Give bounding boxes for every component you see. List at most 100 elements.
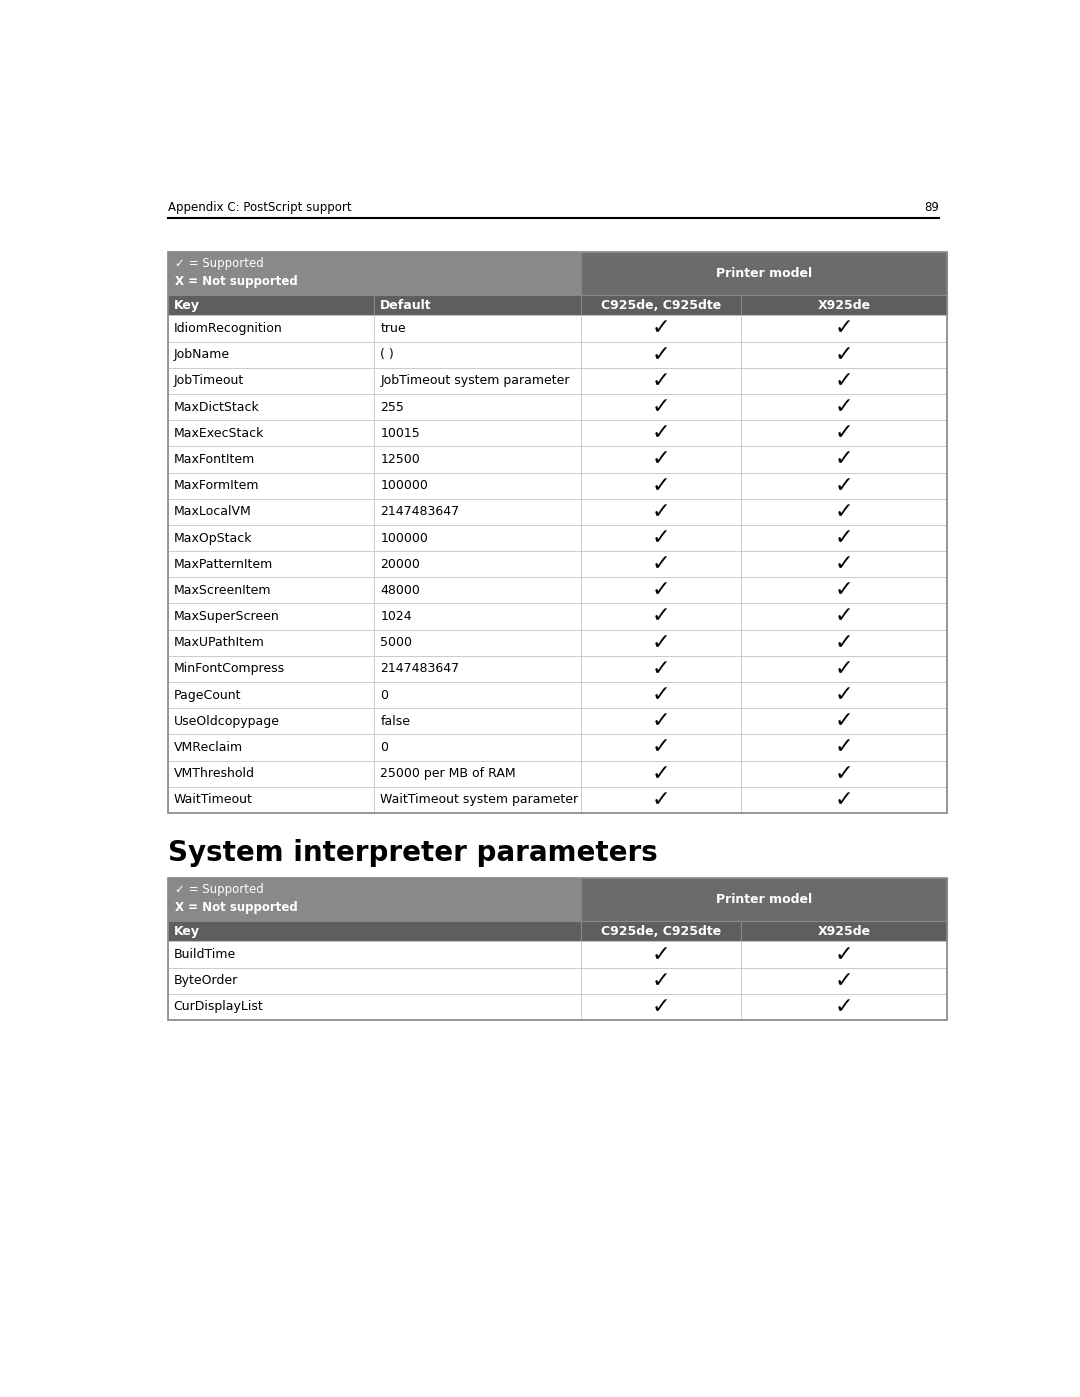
- Text: ✓: ✓: [835, 580, 853, 601]
- Text: PageCount: PageCount: [174, 689, 241, 701]
- Bar: [374, 525, 581, 550]
- Bar: [167, 879, 947, 1020]
- Bar: [167, 420, 374, 447]
- Bar: [741, 993, 947, 1020]
- Text: ✓: ✓: [651, 502, 670, 522]
- Bar: [374, 472, 581, 499]
- Bar: [374, 735, 581, 760]
- Text: ✓: ✓: [651, 372, 670, 391]
- Bar: [741, 472, 947, 499]
- Text: ✓: ✓: [651, 319, 670, 338]
- Text: Appendix C: PostScript support: Appendix C: PostScript support: [167, 201, 351, 214]
- Bar: [374, 655, 581, 682]
- Bar: [167, 942, 581, 968]
- Text: ✓: ✓: [651, 580, 670, 601]
- Bar: [741, 295, 947, 316]
- Bar: [581, 550, 741, 577]
- Text: BuildTime: BuildTime: [174, 949, 237, 961]
- Bar: [374, 295, 581, 316]
- Bar: [374, 604, 581, 630]
- Text: ByteOrder: ByteOrder: [174, 974, 238, 988]
- Bar: [581, 316, 741, 342]
- Text: ✓: ✓: [651, 475, 670, 496]
- Text: ✓: ✓: [835, 450, 853, 469]
- Bar: [167, 342, 374, 367]
- Bar: [581, 787, 741, 813]
- Text: ✓ = Supported: ✓ = Supported: [175, 883, 264, 895]
- Bar: [581, 682, 741, 708]
- Bar: [374, 550, 581, 577]
- Bar: [167, 921, 581, 942]
- Bar: [741, 708, 947, 735]
- Text: C925de, C925dte: C925de, C925dte: [600, 925, 720, 937]
- Bar: [581, 472, 741, 499]
- Text: ✓: ✓: [835, 397, 853, 418]
- Bar: [741, 682, 947, 708]
- Text: Printer model: Printer model: [716, 267, 812, 279]
- Bar: [581, 253, 947, 295]
- Text: ✓: ✓: [651, 971, 670, 990]
- Text: ✓: ✓: [651, 997, 670, 1017]
- Bar: [167, 655, 374, 682]
- Bar: [741, 942, 947, 968]
- Text: ✓: ✓: [651, 685, 670, 705]
- Bar: [581, 499, 741, 525]
- Text: ✓: ✓: [835, 372, 853, 391]
- Bar: [741, 787, 947, 813]
- Bar: [581, 367, 741, 394]
- Bar: [741, 499, 947, 525]
- Text: MaxFormItem: MaxFormItem: [174, 479, 259, 492]
- Bar: [741, 921, 947, 942]
- Bar: [581, 342, 741, 367]
- Text: C925de, C925dte: C925de, C925dte: [600, 299, 720, 312]
- Bar: [167, 760, 374, 787]
- Bar: [374, 394, 581, 420]
- Bar: [741, 367, 947, 394]
- Bar: [581, 921, 741, 942]
- Bar: [741, 604, 947, 630]
- Bar: [741, 735, 947, 760]
- Bar: [167, 735, 374, 760]
- Bar: [741, 342, 947, 367]
- Text: ✓: ✓: [835, 555, 853, 574]
- Text: 10015: 10015: [380, 427, 420, 440]
- Text: ✓: ✓: [835, 789, 853, 810]
- Text: JobTimeout: JobTimeout: [174, 374, 244, 387]
- Text: MaxUPathItem: MaxUPathItem: [174, 636, 265, 650]
- Bar: [741, 420, 947, 447]
- Bar: [167, 499, 374, 525]
- Bar: [167, 394, 374, 420]
- Bar: [581, 394, 741, 420]
- Text: ✓ = Supported: ✓ = Supported: [175, 257, 264, 270]
- Text: ✓: ✓: [651, 555, 670, 574]
- Text: X = Not supported: X = Not supported: [175, 901, 298, 914]
- Text: MaxDictStack: MaxDictStack: [174, 401, 259, 414]
- Text: 255: 255: [380, 401, 404, 414]
- Text: ✓: ✓: [835, 997, 853, 1017]
- Bar: [167, 295, 374, 316]
- Text: 1024: 1024: [380, 610, 411, 623]
- Text: MaxSuperScreen: MaxSuperScreen: [174, 610, 280, 623]
- Text: MaxExecStack: MaxExecStack: [174, 427, 265, 440]
- Bar: [167, 253, 947, 813]
- Bar: [374, 787, 581, 813]
- Text: ✓: ✓: [835, 423, 853, 443]
- Bar: [374, 577, 581, 604]
- Text: VMReclaim: VMReclaim: [174, 740, 243, 754]
- Text: ✓: ✓: [651, 711, 670, 731]
- Text: 89: 89: [924, 201, 940, 214]
- Text: 0: 0: [380, 740, 389, 754]
- Bar: [167, 993, 581, 1020]
- Bar: [581, 447, 741, 472]
- Bar: [741, 447, 947, 472]
- Bar: [741, 655, 947, 682]
- Bar: [167, 472, 374, 499]
- Bar: [167, 253, 581, 295]
- Bar: [581, 525, 741, 550]
- Text: System interpreter parameters: System interpreter parameters: [167, 840, 658, 868]
- Text: ✓: ✓: [835, 738, 853, 757]
- Bar: [581, 735, 741, 760]
- Text: UseOldcopypage: UseOldcopypage: [174, 715, 280, 728]
- Text: ✓: ✓: [835, 319, 853, 338]
- Text: X925de: X925de: [818, 925, 870, 937]
